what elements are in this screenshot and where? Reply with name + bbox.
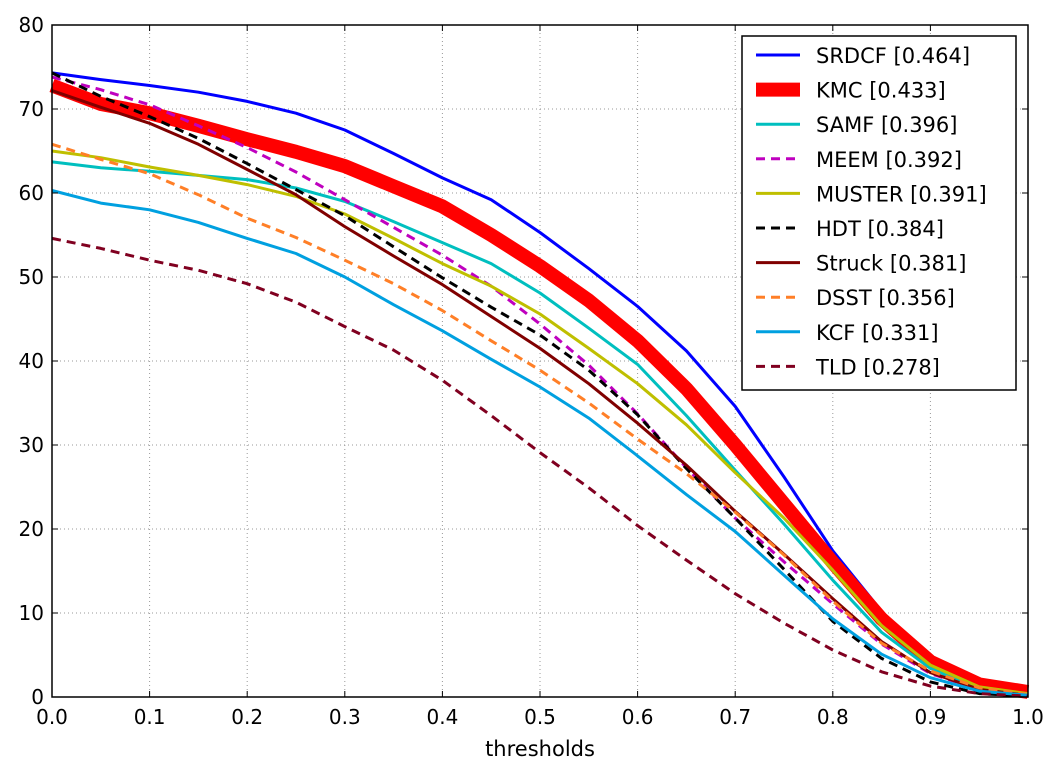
x-tick-label: 0.1 xyxy=(134,705,166,729)
legend-label-samf: SAMF [0.396] xyxy=(816,113,957,137)
series-line-muster xyxy=(51,149,1029,696)
legend-label-struck: Struck [0.381] xyxy=(816,252,966,276)
x-tick-label: 0.3 xyxy=(329,705,361,729)
legend-label-hdt: HDT [0.384] xyxy=(816,217,944,241)
x-tick-label: 0.2 xyxy=(231,705,263,729)
y-tick-label: 0 xyxy=(31,685,44,709)
x-tick-label: 0.8 xyxy=(817,705,849,729)
x-tick-label: 0.5 xyxy=(524,705,556,729)
x-tick-label: 1.0 xyxy=(1012,705,1044,729)
series-line-struck xyxy=(51,89,1029,697)
x-tick-label: 0.9 xyxy=(914,705,946,729)
legend-label-kmc: KMC [0.433] xyxy=(816,79,946,103)
y-tick-label: 50 xyxy=(19,265,44,289)
y-tick-label: 20 xyxy=(19,517,44,541)
series-line-samf xyxy=(51,160,1029,696)
legend-label-srdcf: SRDCF [0.464] xyxy=(816,44,970,68)
y-tick-label: 10 xyxy=(19,601,44,625)
x-tick-label: 0.4 xyxy=(426,705,458,729)
y-tick-label: 80 xyxy=(19,13,44,37)
tick-labels: 0.0 0.1 0.2 0.3 0.4 0.5 0.6 0.7 0.8 0.9 1.0 0 10 20 30… xyxy=(19,13,1044,729)
y-tick-label: 60 xyxy=(19,181,44,205)
y-tick-label: 30 xyxy=(19,433,44,457)
legend-label-meem: MEEM [0.392] xyxy=(816,148,962,172)
x-tick-label: 0.6 xyxy=(622,705,654,729)
legend-label-muster: MUSTER [0.391] xyxy=(816,182,987,206)
series-line-meem xyxy=(51,75,1029,696)
legend-label-tld: TLD [0.278] xyxy=(815,355,940,379)
x-tick-label: 0.7 xyxy=(719,705,751,729)
series-line-kmc xyxy=(49,78,1030,699)
y-tick-label: 40 xyxy=(19,349,44,373)
legend-label-kcf: KCF [0.331] xyxy=(816,321,939,345)
legend-label-dsst: DSST [0.356] xyxy=(816,286,955,310)
x-axis-title: thresholds xyxy=(485,737,595,761)
y-tick-label: 70 xyxy=(19,97,44,121)
series-line-kcf xyxy=(51,189,1029,697)
series-line-tld xyxy=(51,236,1029,698)
ticks xyxy=(51,24,1029,698)
x-tick-label: 0.0 xyxy=(36,705,68,729)
legend: SRDCF [0.464] KMC [0.433] SAMF [0.396] MEEM… xyxy=(741,35,1017,391)
series-layer xyxy=(49,71,1030,699)
series-line-hdt xyxy=(51,71,1029,698)
series-line-dsst xyxy=(51,142,1029,696)
